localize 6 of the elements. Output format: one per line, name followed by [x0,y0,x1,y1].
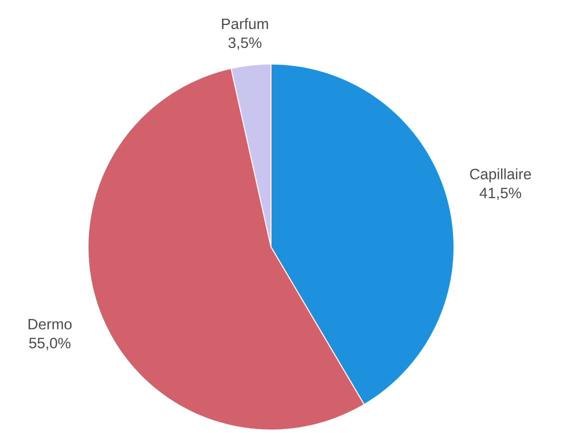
slice-label: Parfum [222,18,268,30]
slice-label: Dermo [28,319,72,330]
data-label: 41,5% [480,188,522,200]
data-label: 55,0% [29,338,70,350]
slice-label: Capillaire [470,168,531,182]
data-label: 3,5% [228,37,262,50]
